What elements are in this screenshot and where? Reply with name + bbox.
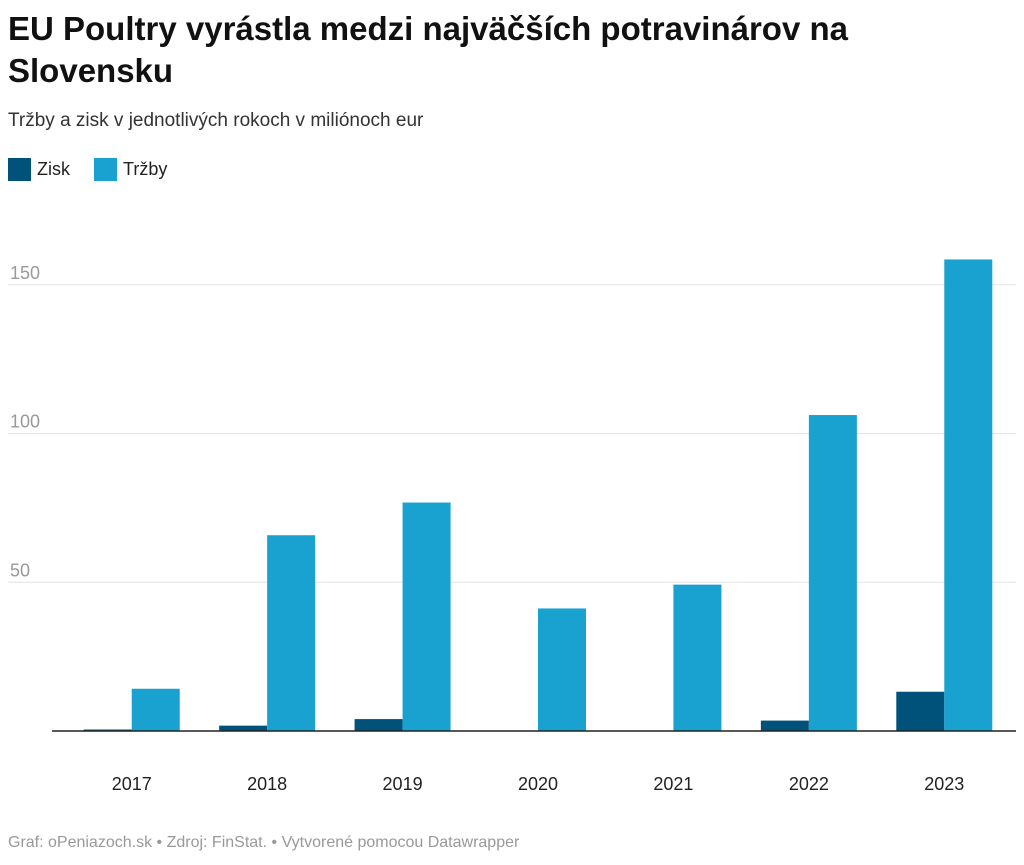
- legend-swatch-trzby: [94, 158, 117, 181]
- chart-subtitle: Tržby a zisk v jednotlivých rokoch v mil…: [8, 110, 424, 131]
- x-tick-label: 2021: [653, 774, 693, 794]
- bar-chart: 50 100 150 2017 2018 2019 2020 2021 2022 2023: [8, 259, 1016, 794]
- legend-swatch-zisk: [8, 158, 31, 181]
- legend-item-zisk: Zisk: [8, 158, 70, 181]
- bar-tržby-2017: [131, 688, 180, 731]
- x-tick-label: 2019: [383, 774, 423, 794]
- footer-separator: •: [271, 834, 282, 851]
- x-tick-label: 2023: [924, 774, 964, 794]
- legend-item-trzby: Tržby: [94, 158, 167, 181]
- bar-tržby-2021: [673, 584, 722, 731]
- bar-tržby-2019: [402, 502, 451, 731]
- footer-separator: •: [156, 834, 167, 851]
- bar-zisk-2018: [219, 725, 268, 731]
- legend-label-trzby: Tržby: [123, 159, 168, 179]
- chart-title: EU Poultry vyrástla medzi najväčších pot…: [8, 10, 848, 89]
- legend: Zisk Tržby: [8, 158, 191, 181]
- bar-tržby-2022: [808, 415, 857, 731]
- footer-tool: Vytvorené pomocou Datawrapper: [281, 834, 520, 851]
- legend-label-zisk: Zisk: [37, 159, 70, 179]
- x-tick-label: 2017: [112, 774, 152, 794]
- footer-source: Zdroj: FinStat.: [166, 834, 268, 851]
- bar-tržby-2023: [944, 259, 993, 731]
- x-tick-label: 2020: [518, 774, 558, 794]
- chart-footer: Graf: oPeniazoch.sk • Zdroj: FinStat. • …: [8, 834, 519, 852]
- bar-tržby-2018: [267, 535, 316, 731]
- y-tick-label: 100: [10, 412, 40, 432]
- bar-zisk-2023: [896, 691, 945, 731]
- bar-zisk-2022: [760, 720, 809, 731]
- bar-tržby-2020: [538, 608, 586, 731]
- footer-credit: Graf: oPeniazoch.sk: [8, 834, 153, 851]
- x-tick-label: 2022: [789, 774, 829, 794]
- y-tick-label: 50: [10, 560, 30, 580]
- bar-zisk-2019: [354, 719, 403, 731]
- x-tick-label: 2018: [247, 774, 287, 794]
- y-tick-label: 150: [10, 263, 40, 283]
